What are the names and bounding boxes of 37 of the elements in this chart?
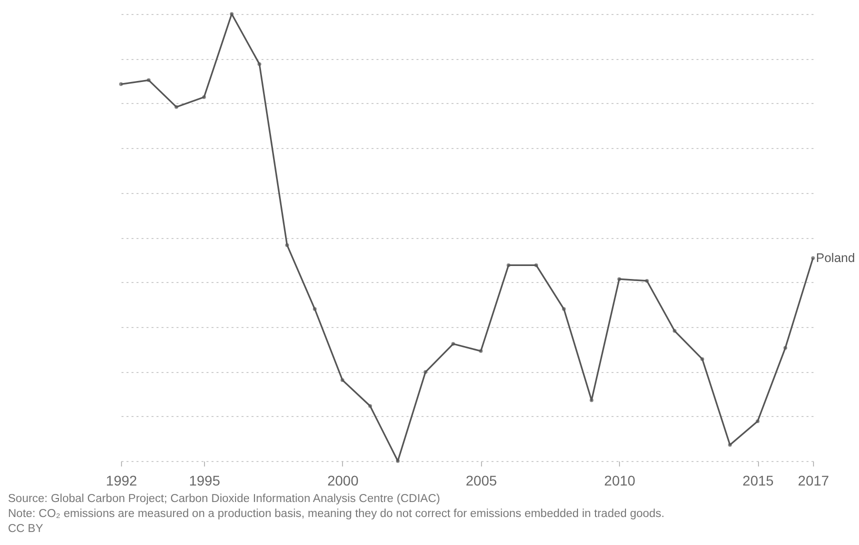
point [811,256,815,260]
x-tick-label: 1995 [188,472,220,488]
text: CC BY [8,522,44,537]
point [258,62,262,66]
x-tick-label: 2000 [327,472,359,488]
x-tick-label: 2010 [604,472,636,488]
source-note: Source: Global Carbon Project; Carbon Dioxide Information Analysis Centre (CDIAC) [8,492,442,507]
point [672,329,676,333]
text: Note: CO₂ emissions are measured on a production basis, meaning they do not correct for emissions embedded in traded goods. [8,507,664,522]
point [230,12,234,16]
point [174,105,178,109]
x-tick-label: 2005 [466,472,498,488]
point [146,78,151,82]
point [202,95,206,100]
point [506,263,510,268]
point [756,419,760,424]
point [700,357,704,361]
point [590,398,594,402]
x-tick-label: 2015 [742,472,774,488]
x-tick-label: 2017 [798,472,830,488]
point [396,459,400,463]
point [783,346,788,350]
point [562,307,566,311]
series-label: Poland [816,251,855,266]
point [119,82,123,86]
point [451,342,456,346]
point [368,404,372,408]
point [340,378,344,382]
point [285,243,289,247]
x-tick-label: 1992 [106,472,138,488]
point [478,349,483,353]
point [617,277,622,281]
point [424,370,428,374]
point [312,307,317,311]
point [728,443,732,447]
point [534,263,538,268]
point [645,278,649,283]
